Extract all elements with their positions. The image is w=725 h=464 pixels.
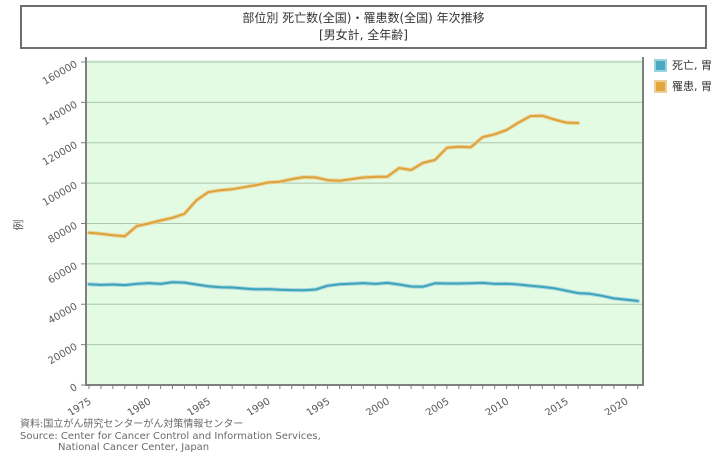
legend-label-deaths: 死亡, 胃 (672, 59, 712, 72)
svg-text:80000: 80000 (46, 221, 79, 246)
svg-text:2015: 2015 (543, 396, 570, 415)
svg-text:例: 例 (11, 220, 25, 231)
svg-text:20000: 20000 (46, 342, 79, 367)
svg-text:120000: 120000 (41, 140, 80, 169)
source-line-japanese: 資料:国立がん研究センターがん対策情報センター (20, 419, 244, 430)
chart-area: 0 20000 40000 60000 80000 100000 120000 140000 1… (0, 50, 725, 419)
svg-text:40000: 40000 (46, 301, 79, 326)
svg-text:1985: 1985 (185, 396, 212, 415)
svg-text:160000: 160000 (41, 59, 80, 88)
chart-title-line2: [男女計, 全年齢] (319, 28, 408, 42)
svg-text:0: 0 (68, 382, 79, 395)
svg-text:1975: 1975 (66, 396, 93, 415)
legend-label-incidence: 罹患, 胃 (672, 80, 712, 93)
svg-text:1990: 1990 (245, 396, 272, 415)
trend-chart-svg: 0 20000 40000 60000 80000 100000 120000 140000 1… (11, 57, 644, 419)
svg-text:100000: 100000 (41, 180, 80, 209)
chart-title-line1: 部位別 死亡数(全国)・罹患数(全国) 年次推移 (242, 10, 485, 25)
source-line-english2: National Cancer Center, Japan (58, 442, 210, 453)
svg-text:1980: 1980 (126, 396, 153, 415)
svg-text:2010: 2010 (484, 396, 511, 415)
source-note: 資料:国立がん研究センターがん対策情報センター Source: Center f… (20, 419, 321, 454)
legend-item-incidence[interactable]: 罹患, 胃 (654, 78, 712, 94)
svg-text:1995: 1995 (305, 396, 332, 415)
legend-item-deaths[interactable]: 死亡, 胃 (654, 57, 712, 73)
chart-title-box: 部位別 死亡数(全国)・罹患数(全国) 年次推移 [男女計, 全年齢] (20, 5, 707, 49)
chart-legend: 死亡, 胃 罹患, 胃 (654, 57, 712, 94)
svg-text:140000: 140000 (41, 99, 80, 128)
deaths-color-swatch (654, 58, 667, 72)
svg-text:2020: 2020 (603, 396, 630, 415)
incidence-color-swatch (654, 79, 667, 93)
svg-text:60000: 60000 (46, 261, 79, 286)
svg-text:2005: 2005 (424, 396, 451, 415)
svg-text:2000: 2000 (364, 396, 391, 415)
source-line-english1: Source: Center for Cancer Control and In… (20, 430, 321, 442)
